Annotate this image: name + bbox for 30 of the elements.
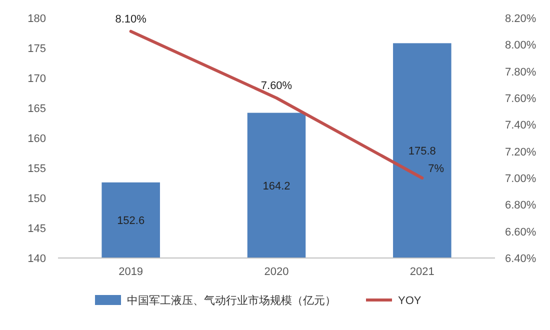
data-label: 7.60% <box>260 80 292 92</box>
y2-tick-label: 8.20% <box>505 13 536 25</box>
x-tick-label: 2020 <box>264 266 289 278</box>
y2-tick-label: 7.00% <box>505 173 536 185</box>
y-tick-label: 165 <box>28 103 46 115</box>
y2-tick-label: 7.20% <box>505 146 536 158</box>
y-tick-label: 140 <box>28 253 46 265</box>
y-tick-label: 155 <box>28 163 46 175</box>
legend-label: 中国军工液压、气动行业市场规模（亿元） <box>127 294 336 307</box>
y-tick-label: 180 <box>28 13 46 25</box>
y-tick-label: 170 <box>28 73 46 85</box>
data-label: 152.6 <box>117 215 145 228</box>
y2-tick-label: 8.00% <box>505 40 536 52</box>
y2-tick-label: 6.60% <box>505 226 536 238</box>
y2-tick-label: 7.40% <box>505 120 536 132</box>
y2-tick-label: 6.80% <box>505 200 536 212</box>
y-tick-label: 175 <box>28 43 46 55</box>
data-label: 8.10% <box>115 13 147 26</box>
y2-tick-label: 7.80% <box>505 66 536 78</box>
y2-tick-label: 7.60% <box>505 93 536 105</box>
y-tick-label: 160 <box>28 133 46 145</box>
legend-label: YOY <box>398 295 422 307</box>
x-tick-label: 2021 <box>410 266 434 278</box>
y-tick-label: 150 <box>28 193 46 205</box>
y2-tick-label: 6.40% <box>505 253 536 265</box>
data-label: 164.2 <box>262 180 290 192</box>
y-tick-label: 145 <box>28 223 46 235</box>
data-label: 7% <box>428 163 444 175</box>
data-label: 175.8 <box>408 146 436 158</box>
x-tick-label: 2019 <box>118 266 144 278</box>
